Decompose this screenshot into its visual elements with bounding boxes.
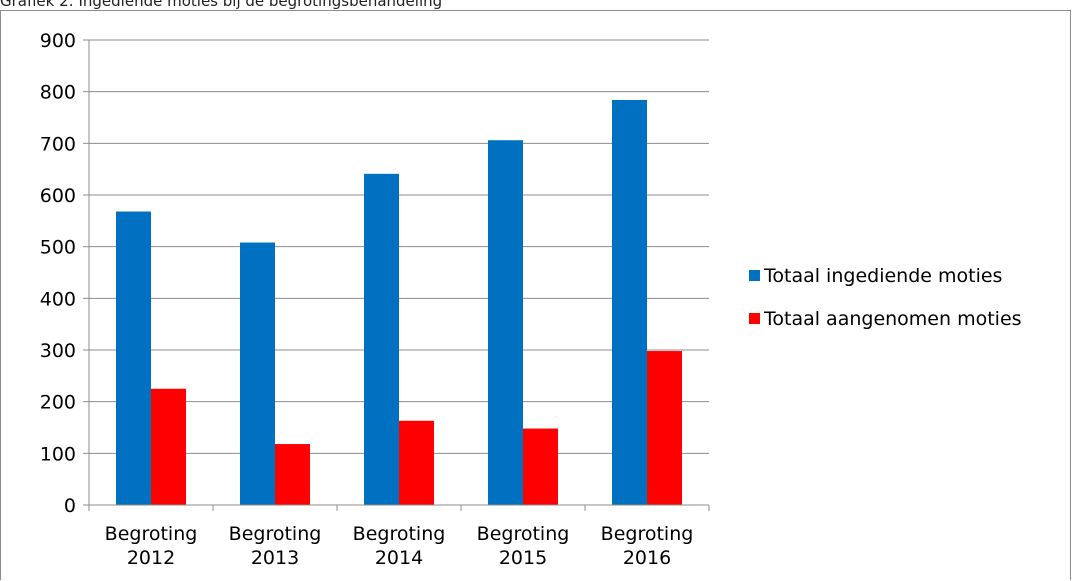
x-tick-label: Begroting (229, 523, 322, 545)
bar-ingediende-3 (488, 140, 523, 505)
y-tick-label: 300 (40, 340, 76, 362)
x-tick-label: 2015 (499, 547, 547, 569)
bar-aangenomen-0 (151, 388, 186, 505)
chart-title: Grafiek 2: Ingediende moties bij de begr… (0, 0, 443, 10)
legend-label-0: Totaal ingediende moties (763, 265, 1002, 287)
x-tick-label: Begroting (353, 523, 446, 545)
x-tick-label: 2016 (623, 547, 671, 569)
x-tick-label: 2014 (375, 547, 423, 569)
bar-ingediende-4 (612, 99, 647, 505)
bar-ingediende-2 (364, 173, 399, 506)
bar-ingediende-1 (240, 242, 275, 506)
x-tick-label: 2012 (127, 547, 175, 569)
bar-aangenomen-4 (647, 351, 682, 505)
legend-label-1: Totaal aangenomen moties (763, 308, 1022, 330)
bar-aangenomen-2 (399, 420, 434, 505)
legend-swatch-1 (749, 313, 760, 324)
y-tick-label: 900 (40, 30, 76, 52)
x-tick-label: Begroting (105, 523, 198, 545)
x-tick-label: 2013 (251, 547, 299, 569)
legend: Totaal ingediende moties Totaal aangenome… (749, 265, 1022, 330)
chart-frame (0, 10, 1071, 580)
y-tick-labels: 0 100 200 300 400 500 600 700 800 900 (40, 30, 76, 517)
x-tick-label: Begroting (477, 523, 570, 545)
legend-swatch-0 (749, 270, 760, 281)
y-tick-label: 0 (64, 495, 76, 517)
bar-ingediende-0 (116, 211, 151, 506)
bar-aangenomen-3 (523, 428, 558, 505)
bar-aangenomen-1 (275, 444, 310, 505)
x-tick-label: Begroting (601, 523, 694, 545)
bars (116, 99, 682, 506)
y-tick-label: 700 (40, 133, 76, 155)
y-tick-label: 200 (40, 392, 76, 414)
y-tick-label: 800 (40, 82, 76, 104)
y-tick-label: 400 (40, 288, 76, 310)
y-tick-label: 100 (40, 443, 76, 465)
x-tick-labels: Begroting2012Begroting2013Begroting2014B… (105, 523, 694, 569)
gridlines (89, 39, 709, 454)
y-tick-label: 500 (40, 237, 76, 259)
axes (83, 39, 710, 511)
y-tick-label: 600 (40, 185, 76, 207)
